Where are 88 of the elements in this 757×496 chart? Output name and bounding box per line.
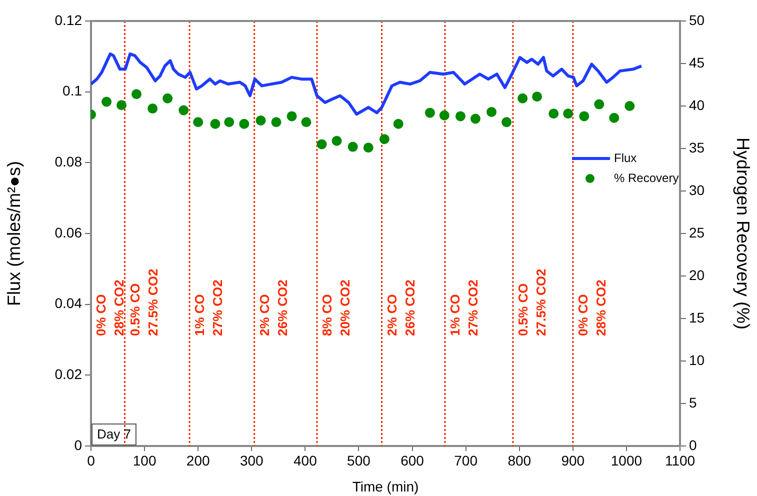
point [210,118,220,129]
legend-label: % Recovery [614,170,679,185]
annotation: 26% CO2 [402,280,418,336]
x-tick-label: 900 [561,452,585,468]
annotation: 2% CO [256,294,272,336]
point [162,93,173,104]
annotation: 27.5% CO2 [145,268,160,336]
annotation: 0% CO [575,294,590,336]
annotation: 28% CO2 [593,280,608,336]
point [379,134,390,144]
y2-tick-label: 10 [689,352,705,368]
y-tick-label: 0 [74,436,82,453]
y-tick-label: 0.02 [54,366,82,382]
annotation: 1% CO [192,294,208,336]
annotation: 2% CO [384,294,400,336]
annotation: 8% CO [320,294,335,336]
point [239,118,250,129]
annotation: 27.5% CO2 [534,268,549,336]
y-axis-title: Flux (moles/m²●s) [4,161,24,306]
y-tick-label: 0.08 [54,154,82,170]
x-tick-label: 200 [186,452,210,468]
point [594,99,604,110]
point [579,111,590,122]
y2-tick-label: 50 [689,12,705,28]
y2-tick-label: 35 [689,139,705,156]
point [363,142,374,153]
annotation: 20% CO2 [338,280,353,336]
point [470,114,480,124]
y2-axis-title: Hydrogen Recovery (%) [733,137,754,330]
point [286,111,297,122]
x-tick-label: 600 [400,452,424,468]
x-tick-label: 400 [294,452,318,468]
x-tick-label: 300 [240,452,264,468]
point [393,118,404,129]
y2-tick-label: 0 [689,436,697,453]
point [548,108,559,119]
annotation: 27% CO2 [210,280,226,336]
x-axis-title: Time (min) [352,478,419,494]
y-tick-label: 0.1 [62,82,82,99]
y2-tick-label: 5 [689,394,697,410]
y2-tick-label: 30 [689,182,705,198]
point [532,92,542,102]
annotation: 26% CO2 [274,280,290,336]
y-tick-label: 0.04 [54,295,82,312]
point [102,96,112,107]
annotation: Day 7 [97,426,131,442]
point [116,100,127,110]
x-tick-label: 0 [87,452,96,468]
point [193,117,204,128]
point [256,115,266,126]
point [624,101,635,111]
annotation: 0.5% CO [127,283,142,336]
x-tick-label: 1100 [664,452,696,468]
point [271,117,282,128]
x-tick-label: 800 [508,452,532,468]
point [518,93,528,104]
annotation: 28% CO2 [112,280,127,336]
point [332,136,342,146]
x-tick-label: 100 [132,452,156,468]
point [224,117,234,128]
point [609,112,620,123]
y2-tick-label: 40 [689,96,705,113]
legend-label: Flux [614,150,637,165]
y-tick-label: 0.12 [54,12,82,28]
y2-tick-label: 45 [689,54,705,70]
point [301,117,312,128]
annotation: 1% CO [448,294,463,336]
point [439,110,450,120]
point [148,104,158,114]
point [132,89,142,100]
point [178,105,189,116]
annotation: 0% CO [94,294,109,336]
annotation: 27% CO2 [466,280,481,336]
y2-tick-label: 20 [689,266,705,283]
y-tick-label: 0.06 [54,224,82,240]
point [316,139,327,150]
y2-tick-label: 15 [689,309,705,326]
x-tick-label: 700 [454,452,478,468]
point [486,106,497,117]
y2-tick-label: 25 [689,224,705,240]
annotation: 0.5% CO [516,283,531,336]
x-tick-label: 500 [347,452,371,468]
point [455,111,466,122]
point [348,142,358,152]
point [424,108,435,118]
point [563,108,574,119]
point [502,117,512,128]
x-tick-label: 1000 [610,452,642,468]
